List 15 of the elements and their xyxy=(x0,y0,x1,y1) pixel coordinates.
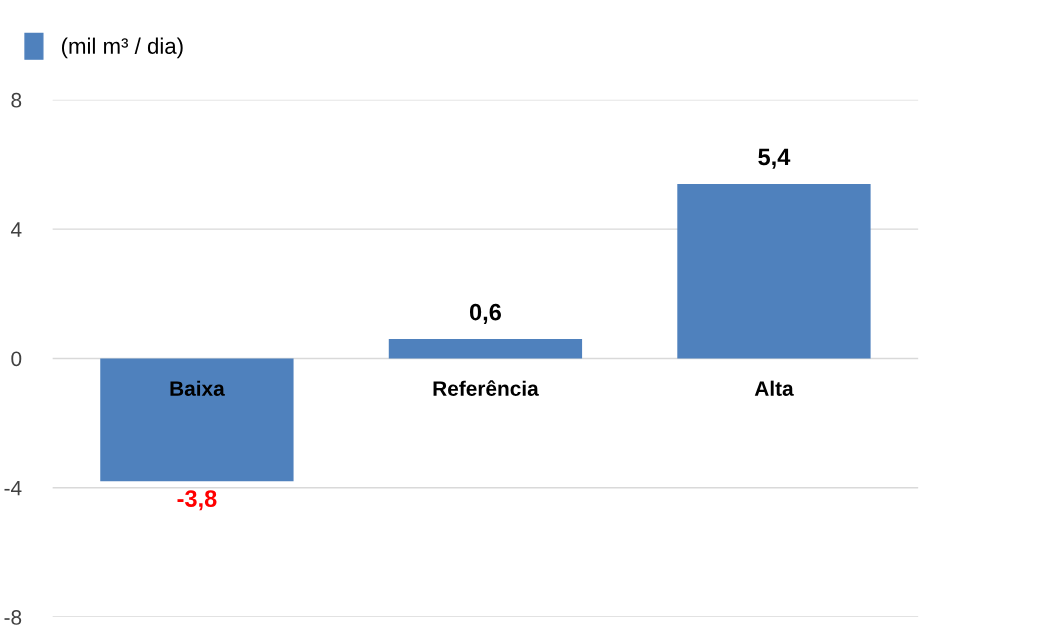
legend-label: (mil m³ / dia) xyxy=(61,37,183,59)
x-tick-label: Baixa xyxy=(170,380,225,396)
x-tick-label: Referência xyxy=(433,380,539,396)
y-tick-label: 8 xyxy=(11,92,22,108)
bar xyxy=(100,358,294,482)
data-label: 5,4 xyxy=(758,148,791,169)
x-tick-label: Alta xyxy=(754,380,794,396)
y-tick-label: -8 xyxy=(4,610,22,625)
data-label: -3,8 xyxy=(177,490,217,511)
y-tick-label: -4 xyxy=(4,480,22,496)
bar xyxy=(388,339,583,359)
y-tick-label: 4 xyxy=(10,222,22,237)
data-label: 0,6 xyxy=(469,303,501,324)
y-tick-label: 0 xyxy=(11,351,22,367)
bar xyxy=(677,183,871,359)
